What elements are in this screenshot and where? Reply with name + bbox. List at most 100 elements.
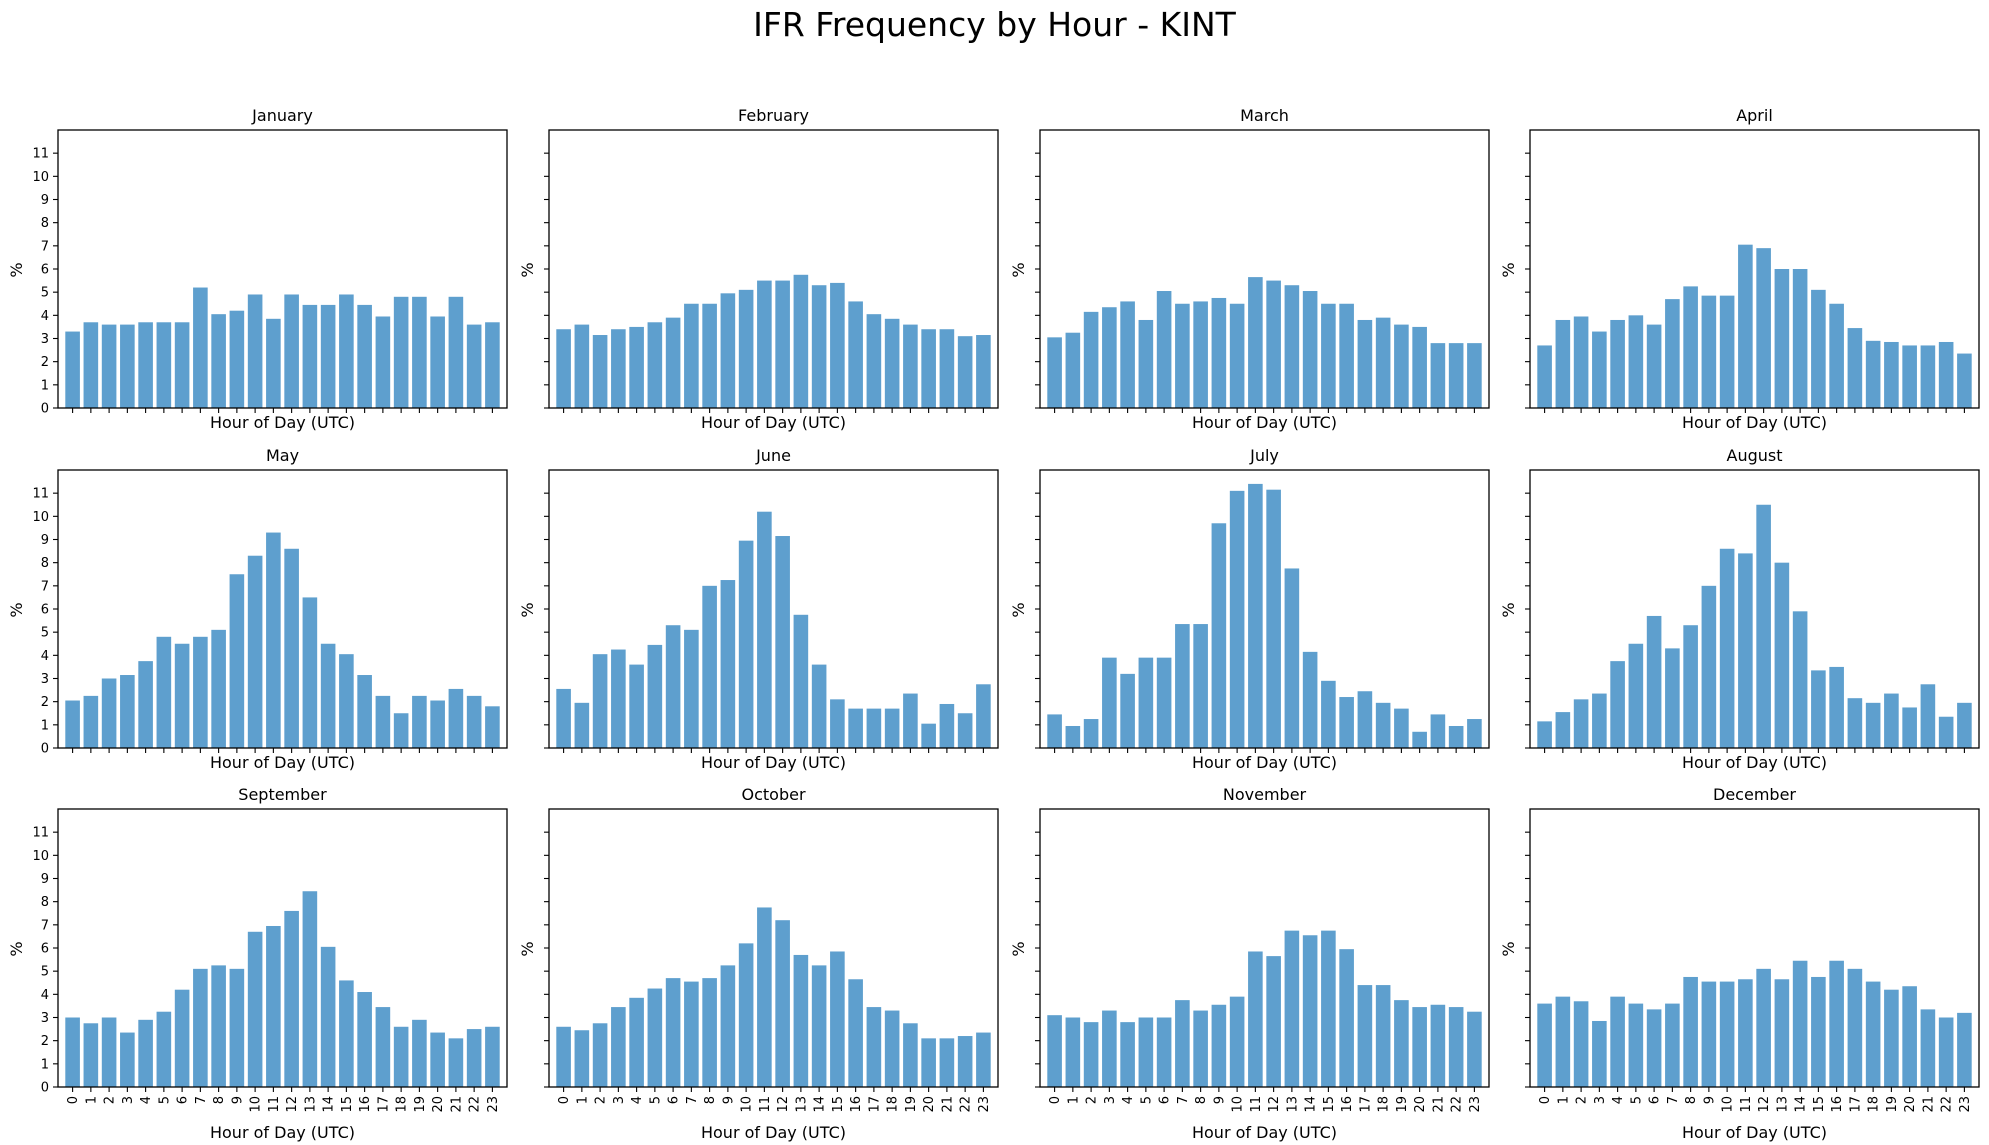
- x-axis-label: Hour of Day (UTC): [210, 753, 355, 772]
- x-tick-label: 15: [831, 1096, 846, 1113]
- x-tick-label: 0: [557, 1096, 572, 1104]
- bar-hour-7: [1175, 624, 1190, 748]
- bar-hour-19: [1884, 989, 1899, 1087]
- x-tick-label: 8: [1194, 1096, 1209, 1104]
- bar-hour-13: [793, 954, 809, 1087]
- x-tick-label: 5: [1629, 1096, 1644, 1104]
- bar-hour-2: [1083, 311, 1099, 408]
- bar-hour-23: [485, 322, 500, 408]
- bar-hour-7: [1665, 648, 1680, 748]
- bar-hour-19: [903, 1023, 918, 1087]
- bar-hour-1: [1065, 725, 1081, 748]
- y-tick-label: 2: [41, 695, 49, 710]
- y-tick-label: 9: [41, 533, 49, 548]
- bar-hour-18: [393, 713, 409, 748]
- chart-panel-march: March Hour of Day (UTC)%: [1009, 106, 1490, 432]
- bar-hour-4: [138, 661, 153, 749]
- bar-hour-16: [357, 304, 372, 408]
- x-tick-label: 12: [1267, 1096, 1282, 1113]
- x-tick-label: 20: [1903, 1096, 1918, 1113]
- bar-hour-6: [1646, 615, 1662, 748]
- y-tick-label: 6: [41, 263, 49, 278]
- panel-title: January: [251, 106, 313, 125]
- y-tick-label: 5: [41, 965, 49, 980]
- y-tick-label: 4: [41, 309, 49, 324]
- y-axis-label: %: [1009, 941, 1028, 956]
- x-tick-label: 23: [1468, 1096, 1483, 1113]
- bar-hour-14: [1792, 960, 1808, 1087]
- bar-hour-5: [156, 636, 172, 748]
- x-tick-label: 13: [303, 1096, 318, 1113]
- y-tick-label: 8: [41, 895, 49, 910]
- bar-hour-0: [65, 700, 80, 748]
- bar-hour-10: [1229, 303, 1245, 408]
- x-tick-label: 21: [940, 1096, 955, 1113]
- bar-hour-0: [1537, 721, 1552, 748]
- bar-hour-6: [1646, 324, 1662, 408]
- bar-hour-2: [101, 324, 117, 408]
- x-tick-label: 19: [904, 1096, 919, 1113]
- x-tick-label: 11: [758, 1096, 773, 1113]
- y-axis-label: %: [518, 262, 537, 277]
- x-tick-label: 19: [1885, 1096, 1900, 1113]
- x-tick-label: 9: [721, 1096, 736, 1104]
- bar-hour-5: [156, 322, 172, 408]
- bar-hour-23: [1957, 702, 1972, 748]
- bar-hour-2: [592, 335, 608, 408]
- x-tick-label: 21: [1431, 1096, 1446, 1113]
- bar-hour-15: [1811, 976, 1826, 1087]
- x-tick-label: 4: [139, 1096, 154, 1104]
- bar-hour-14: [1302, 935, 1318, 1087]
- bar-hour-4: [138, 1019, 153, 1087]
- bar-hour-8: [1683, 976, 1698, 1087]
- bar-hour-12: [1266, 280, 1281, 408]
- bar-hour-0: [556, 1026, 571, 1087]
- x-tick-label: 18: [1377, 1096, 1392, 1113]
- y-tick-label: 9: [41, 193, 49, 208]
- x-tick-label: 2: [103, 1096, 118, 1104]
- bar-hour-5: [1138, 1017, 1154, 1087]
- bar-hour-22: [1938, 341, 1954, 408]
- bar-hour-6: [1156, 657, 1172, 748]
- x-axis-label: Hour of Day (UTC): [1682, 753, 1827, 772]
- x-tick-label: 5: [1139, 1096, 1154, 1104]
- bar-hour-23: [976, 335, 991, 408]
- bar-hour-16: [848, 708, 863, 748]
- bar-hour-10: [738, 540, 754, 748]
- bar-hour-16: [848, 979, 863, 1087]
- bar-hour-7: [684, 303, 699, 408]
- bar-hour-15: [1321, 930, 1336, 1088]
- x-tick-label: 17: [376, 1096, 391, 1113]
- y-tick-label: 5: [41, 626, 49, 641]
- bar-hour-10: [1719, 981, 1735, 1087]
- bar-hour-15: [830, 951, 845, 1087]
- bar-hour-17: [866, 314, 882, 408]
- bar-hour-1: [1065, 332, 1081, 408]
- bar-hour-13: [1284, 285, 1300, 408]
- bar-hour-6: [1156, 291, 1172, 408]
- x-tick-label: 23: [977, 1096, 992, 1113]
- x-axis-label: Hour of Day (UTC): [701, 1123, 846, 1142]
- x-tick-label: 5: [157, 1096, 172, 1104]
- bar-hour-19: [412, 296, 427, 408]
- bar-hour-7: [1175, 1000, 1190, 1088]
- x-tick-label: 13: [1775, 1096, 1790, 1113]
- x-tick-label: 11: [1249, 1096, 1264, 1113]
- bar-hour-0: [1047, 714, 1062, 748]
- y-tick-label: 1: [41, 1057, 49, 1072]
- bar-hour-0: [1047, 337, 1062, 408]
- x-tick-label: 21: [1921, 1096, 1936, 1113]
- chart-panel-december: 0 1 2 3 4 5 6 7 8 9 10 11 12 13 14 15 16 17 18 19 20 21 22 23De…: [1499, 785, 1980, 1142]
- y-tick-label: 9: [41, 872, 49, 887]
- bar-hour-19: [1884, 693, 1899, 748]
- bar-hour-15: [1811, 670, 1826, 748]
- panel-title: August: [1727, 446, 1783, 465]
- bar-hour-20: [430, 1032, 445, 1087]
- bar-hour-10: [1229, 490, 1245, 748]
- bar-hour-15: [830, 282, 845, 408]
- bar-hour-10: [738, 289, 754, 408]
- bar-hour-5: [1628, 1003, 1644, 1087]
- x-tick-label: 4: [1121, 1096, 1136, 1104]
- y-tick-label: 4: [41, 988, 49, 1003]
- bar-hour-21: [1920, 684, 1936, 748]
